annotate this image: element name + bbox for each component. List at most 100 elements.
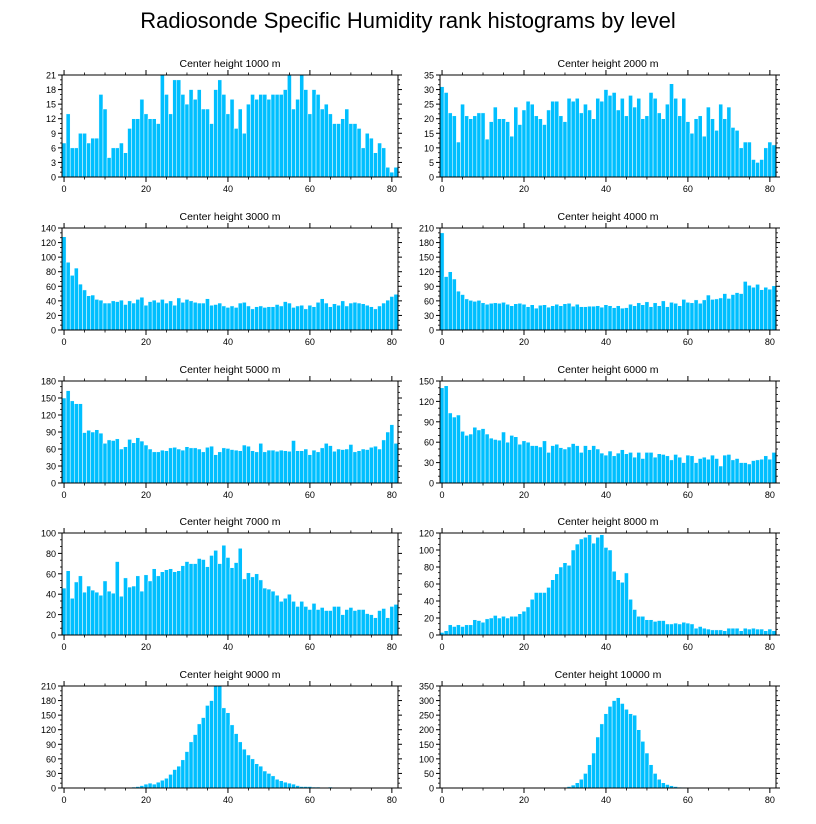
histogram-bar xyxy=(299,304,305,331)
y-tick-label: 210 xyxy=(41,682,56,692)
histogram-bar xyxy=(493,439,498,484)
histogram-bar xyxy=(180,449,186,484)
histogram-bar xyxy=(352,123,358,178)
y-tick-label: 90 xyxy=(46,740,56,750)
histogram-bar xyxy=(710,454,715,484)
histogram-bar xyxy=(665,455,670,484)
y-tick-label: 30 xyxy=(46,769,56,779)
histogram-bar xyxy=(168,774,173,789)
histogram-bar xyxy=(476,300,482,331)
y-tick-label: 0 xyxy=(429,784,434,794)
x-tick-label: 20 xyxy=(141,337,151,347)
histogram-bar xyxy=(98,299,104,331)
histogram-bar xyxy=(447,624,453,636)
histogram-bar xyxy=(460,103,465,178)
histogram-bar xyxy=(196,558,202,636)
histogram-bar xyxy=(266,306,272,331)
histogram-bar xyxy=(554,100,560,178)
histogram-bar xyxy=(143,574,149,636)
histogram-bar xyxy=(160,571,165,636)
histogram-bar xyxy=(722,454,728,484)
histogram-bar xyxy=(348,302,354,331)
x-tick-label: 80 xyxy=(387,642,397,652)
y-tick-label: 10 xyxy=(424,143,434,153)
histogram-bar xyxy=(718,297,723,331)
y-tick-label: 140 xyxy=(41,224,56,234)
panel-title: Center height 7000 m xyxy=(180,516,281,528)
histogram-bar xyxy=(579,452,584,484)
histogram-bar xyxy=(533,592,539,636)
histogram-bar xyxy=(201,108,206,178)
histogram-bar xyxy=(65,390,71,484)
histogram-bar xyxy=(624,115,629,178)
histogram-bar xyxy=(615,579,621,636)
histogram-bar xyxy=(356,128,362,178)
histogram-bar xyxy=(734,458,740,484)
histogram-bar xyxy=(464,115,469,178)
histogram-bar xyxy=(443,385,449,484)
y-tick-label: 90 xyxy=(424,282,434,292)
x-tick-label: 60 xyxy=(683,795,693,805)
y-tick-label: 150 xyxy=(419,377,434,387)
histogram-bar xyxy=(164,450,169,484)
histogram-bar xyxy=(747,463,752,484)
x-tick-label: 40 xyxy=(223,795,233,805)
histogram-bar xyxy=(517,303,523,331)
histogram-bar xyxy=(131,442,137,484)
histogram-bar xyxy=(620,98,625,178)
histogram-bar xyxy=(295,99,300,178)
histogram-bar xyxy=(574,543,580,636)
y-tick-label: 20 xyxy=(424,614,434,624)
histogram-bar xyxy=(681,299,687,331)
histogram-bar xyxy=(180,302,186,331)
histogram-bar xyxy=(611,700,617,789)
histogram-bar xyxy=(352,302,358,331)
y-tick-label: 30 xyxy=(424,458,434,468)
histogram-bar xyxy=(648,452,654,484)
histogram-bar xyxy=(164,94,169,178)
histogram-bar xyxy=(74,403,79,484)
histogram-bar xyxy=(472,115,478,178)
histogram-bar xyxy=(233,307,239,331)
histogram-bar xyxy=(299,601,305,636)
histogram-bar xyxy=(90,137,96,178)
histogram-bar xyxy=(763,455,769,484)
histogram-bar xyxy=(730,294,736,331)
histogram-bar xyxy=(233,733,239,789)
histogram-bar xyxy=(381,147,386,178)
histogram-bar xyxy=(677,623,683,636)
x-tick-label: 20 xyxy=(519,337,529,347)
y-tick-label: 150 xyxy=(41,394,56,404)
histogram-bar xyxy=(550,305,555,331)
histogram-bar xyxy=(311,449,317,484)
histogram-bar xyxy=(685,121,691,178)
histogram-bar xyxy=(452,278,457,331)
histogram-bar xyxy=(356,450,362,484)
histogram-panel: Center height 9000 m 0 30 60 90 120 150 180 210 0… xyxy=(41,669,402,805)
histogram-bar xyxy=(550,579,555,636)
histogram-bar xyxy=(513,106,519,178)
histogram-bar xyxy=(607,450,613,484)
histogram-bar xyxy=(65,570,71,636)
histogram-bar xyxy=(283,450,288,484)
histogram-bar xyxy=(250,94,255,178)
histogram-bar xyxy=(94,299,100,331)
histogram-bar xyxy=(447,112,453,178)
histogram-bar xyxy=(517,443,523,484)
histogram-bar xyxy=(620,307,625,331)
histogram-bar xyxy=(562,303,568,331)
figure-title: Radiosonde Specific Humidity rank histog… xyxy=(140,8,676,33)
histogram-bar xyxy=(201,302,206,331)
histogram-bar xyxy=(119,448,124,484)
histogram-bar xyxy=(566,565,572,636)
histogram-bar xyxy=(147,782,153,789)
histogram-bar xyxy=(381,439,386,484)
x-tick-label: 60 xyxy=(683,642,693,652)
histogram-bar xyxy=(278,305,284,331)
histogram-bar xyxy=(196,723,202,789)
histogram-bar xyxy=(533,115,539,178)
histogram-bar xyxy=(69,400,75,484)
histogram-bar xyxy=(328,113,333,178)
x-tick-label: 40 xyxy=(223,337,233,347)
